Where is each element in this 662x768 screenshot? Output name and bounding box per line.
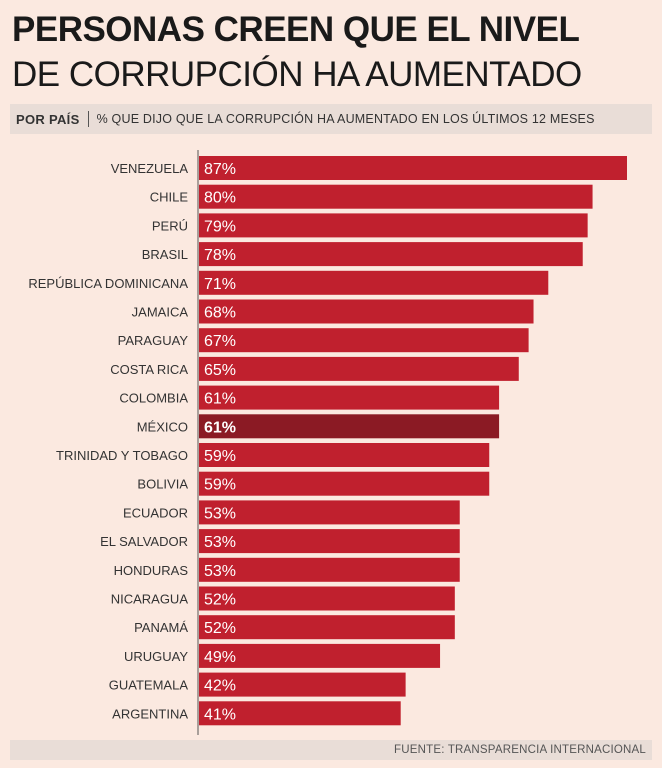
data-label: 61%: [204, 391, 236, 408]
category-label: PERÚ: [152, 218, 188, 233]
category-label: NICARAGUA: [111, 592, 189, 607]
category-label: VENEZUELA: [111, 161, 189, 176]
chart-title-line1: PERSONAS CREEN QUE EL NIVEL: [12, 10, 580, 49]
bar: [199, 701, 401, 726]
category-label: JAMAICA: [132, 305, 189, 320]
chart-title-line2: DE CORRUPCIÓN HA AUMENTADO: [12, 55, 582, 94]
data-label: 78%: [204, 247, 236, 264]
data-label: 59%: [204, 448, 236, 465]
category-label: GUATEMALA: [109, 678, 189, 693]
category-label: HONDURAS: [114, 563, 189, 578]
subtitle-divider: [87, 111, 89, 127]
data-label: 80%: [204, 190, 236, 207]
data-label: 49%: [204, 649, 236, 666]
category-label: TRINIDAD Y TOBAGO: [56, 448, 188, 463]
bar: [199, 643, 441, 668]
data-label: 42%: [204, 678, 236, 695]
category-label: ARGENTINA: [112, 706, 188, 721]
bar: [199, 557, 460, 582]
category-label: PANAMÁ: [134, 620, 188, 635]
data-label: 52%: [204, 592, 236, 609]
category-label: URUGUAY: [124, 649, 188, 664]
category-label: EL SALVADOR: [100, 534, 188, 549]
bar: [199, 385, 500, 410]
data-label: 53%: [204, 563, 236, 580]
category-label: BOLIVIA: [137, 477, 188, 492]
category-label: MÉXICO: [137, 419, 188, 434]
data-label: 41%: [204, 706, 236, 723]
bar: [199, 529, 460, 554]
source-footer: FUENTE: TRANSPARENCIA INTERNACIONAL: [10, 740, 652, 760]
data-label: 53%: [204, 534, 236, 551]
subtitle-tag: POR PAÍS: [16, 111, 80, 127]
bar-highlight: [199, 414, 500, 439]
bar-chart: VENEZUELA 87% CHILE 80% PERÚ 79% BRASIL 78% REPÚ…: [28, 150, 627, 735]
bar: [199, 500, 460, 525]
data-label: 53%: [204, 505, 236, 522]
data-label: 61%: [204, 419, 236, 436]
bar: [199, 213, 588, 238]
data-label: 52%: [204, 620, 236, 637]
category-label: CHILE: [150, 190, 189, 205]
data-label: 68%: [204, 305, 236, 322]
bar: [199, 184, 593, 209]
category-label: PARAGUAY: [118, 333, 189, 348]
subtitle-description: % QUE DIJO QUE LA CORRUPCIÓN HA AUMENTAD…: [96, 112, 595, 126]
bar: [199, 471, 490, 496]
data-label: 79%: [204, 218, 236, 235]
bar: [199, 242, 583, 267]
data-label: 65%: [204, 362, 236, 379]
data-label: 71%: [204, 276, 236, 293]
bar: [199, 586, 455, 611]
bar: [199, 299, 534, 324]
category-label: BRASIL: [142, 247, 188, 262]
category-label: REPÚBLICA DOMINICANA: [28, 276, 188, 291]
data-label: 67%: [204, 333, 236, 350]
bar: [199, 270, 549, 295]
bar: [199, 356, 519, 381]
category-label: ECUADOR: [123, 505, 188, 520]
data-label: 87%: [204, 161, 236, 178]
bar: [199, 156, 627, 180]
bar: [199, 615, 455, 640]
bar: [199, 328, 529, 353]
subtitle-bar: POR PAÍS % QUE DIJO QUE LA CORRUPCIÓN HA…: [10, 104, 652, 134]
data-label: 59%: [204, 477, 236, 494]
category-label: COSTA RICA: [110, 362, 188, 377]
category-label: COLOMBIA: [119, 391, 188, 406]
bar: [199, 443, 490, 467]
bar: [199, 672, 406, 697]
